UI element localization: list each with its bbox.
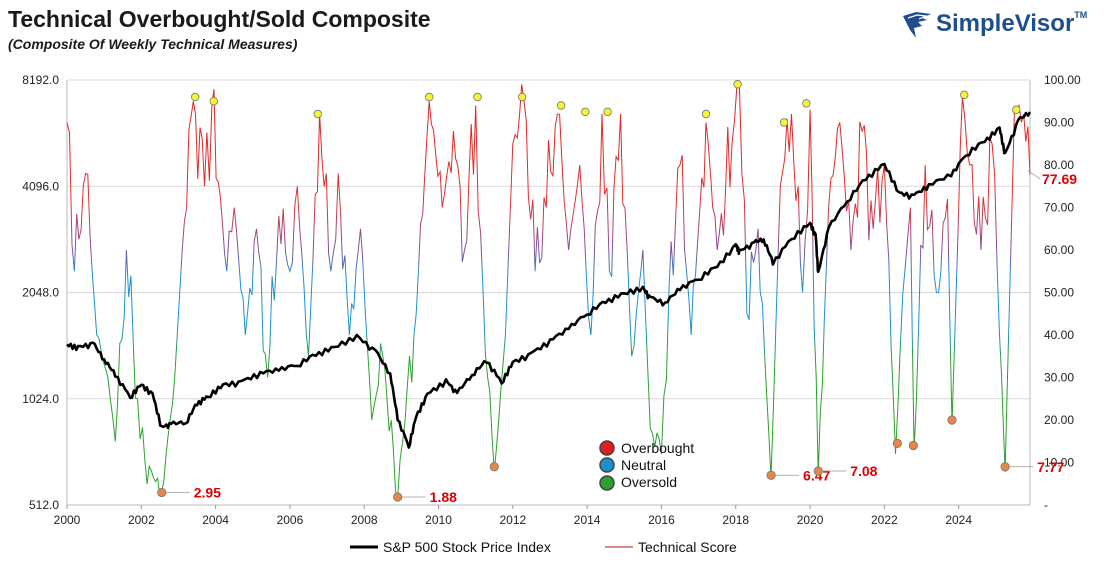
left-tick-label: 8192.0 bbox=[22, 73, 59, 87]
brand-name: SimpleVisorTM bbox=[936, 10, 1088, 37]
right-tick-label: 40.00 bbox=[1044, 328, 1074, 342]
series-legend: S&P 500 Stock Price Index Technical Scor… bbox=[350, 539, 737, 555]
x-tick-label: 2002 bbox=[128, 513, 155, 527]
overbought-peak-marker bbox=[802, 99, 811, 108]
legend-overbought-marker bbox=[599, 440, 615, 456]
legend-neutral-label: Neutral bbox=[621, 457, 666, 473]
x-tick-label: 2016 bbox=[648, 513, 675, 527]
overbought-peak-marker bbox=[556, 101, 566, 110]
right-tick-label: 100.00 bbox=[1044, 73, 1081, 87]
right-tick-label: 50.00 bbox=[1044, 286, 1074, 300]
oversold-trough-marker bbox=[908, 440, 918, 451]
x-tick-label: 2014 bbox=[574, 513, 601, 527]
overbought-peak-marker bbox=[960, 90, 969, 100]
x-tick-label: 2010 bbox=[425, 513, 452, 527]
technical-score-line bbox=[66, 82, 1031, 498]
left-tick-label: 2048.0 bbox=[22, 286, 59, 300]
overbought-peak-marker bbox=[190, 92, 200, 102]
left-tick-label: 1024.0 bbox=[22, 392, 59, 406]
overbought-peak-marker bbox=[701, 109, 711, 119]
right-tick-label: 60.00 bbox=[1044, 243, 1074, 257]
sp500-price-line bbox=[66, 111, 1032, 449]
x-tick-label: 2008 bbox=[351, 513, 378, 527]
x-tick-label: 2020 bbox=[797, 513, 824, 527]
overbought-peak-marker bbox=[425, 92, 434, 102]
legend-score-label: Technical Score bbox=[638, 539, 737, 555]
right-tick-label: 80.00 bbox=[1044, 158, 1074, 172]
brand-logo: SimpleVisorTM bbox=[900, 8, 1100, 44]
x-tick-label: 2006 bbox=[277, 513, 304, 527]
overbought-peak-marker bbox=[581, 107, 590, 117]
x-tick-label: 2000 bbox=[54, 513, 81, 527]
oversold-trough-marker bbox=[489, 462, 499, 472]
gridlines bbox=[67, 79, 1030, 400]
eagle-icon bbox=[903, 12, 931, 38]
chart-subtitle: (Composite Of Weekly Technical Measures) bbox=[8, 36, 298, 52]
overbought-peak-marker bbox=[209, 97, 218, 106]
overbought-peak-marker bbox=[313, 109, 322, 119]
oversold-trough-marker bbox=[813, 466, 823, 476]
trough-value-label: 2.95 bbox=[194, 484, 221, 500]
overbought-peak-marker bbox=[473, 92, 482, 102]
trough-value-label: 7.77 bbox=[1037, 459, 1064, 475]
right-tick-label: 90.00 bbox=[1044, 116, 1074, 130]
x-tick-label: 2004 bbox=[202, 513, 229, 527]
left-tick-label: 512.0 bbox=[29, 498, 59, 512]
oversold-trough-marker bbox=[393, 492, 403, 502]
oversold-trough-marker bbox=[892, 438, 902, 448]
overbought-peak-marker bbox=[733, 80, 742, 89]
left-tick-label: 4096.0 bbox=[22, 179, 59, 193]
overbought-peak-marker bbox=[603, 107, 612, 117]
legend-oversold-label: Oversold bbox=[621, 474, 677, 490]
legend-overbought-label: Overbought bbox=[621, 440, 694, 456]
x-tick-label: 2024 bbox=[945, 513, 972, 527]
right-tick-label: 20.00 bbox=[1044, 413, 1074, 427]
x-tick-label: 2018 bbox=[722, 513, 749, 527]
last-value-label: 77.69 bbox=[1042, 171, 1077, 187]
oversold-trough-marker bbox=[157, 487, 167, 498]
oversold-trough-marker bbox=[766, 470, 776, 480]
chart-title: Technical Overbought/Sold Composite bbox=[8, 6, 431, 32]
legend-neutral-marker bbox=[599, 457, 615, 473]
trough-value-label: 7.08 bbox=[850, 463, 877, 479]
overbought-peak-marker bbox=[517, 92, 527, 102]
right-tick-label: 70.00 bbox=[1044, 201, 1074, 215]
oversold-trough-marker bbox=[947, 415, 957, 425]
overbought-peak-marker bbox=[1012, 105, 1021, 114]
right-tick-label: 10.00 bbox=[1044, 456, 1074, 470]
legend-price-label: S&P 500 Stock Price Index bbox=[383, 539, 551, 555]
right-tick-label: 30.00 bbox=[1044, 371, 1074, 385]
x-tick-label: 2012 bbox=[499, 513, 526, 527]
annotation-leader bbox=[1027, 170, 1041, 180]
legend-oversold-marker bbox=[599, 475, 615, 491]
x-tick-label: 2022 bbox=[871, 513, 898, 527]
trough-value-label: 1.88 bbox=[430, 489, 457, 505]
overbought-peak-marker bbox=[779, 118, 789, 127]
oversold-trough-marker bbox=[1000, 462, 1010, 472]
group-legend: Overbought Neutral Oversold bbox=[599, 440, 694, 491]
right-tick-label: - bbox=[1044, 498, 1048, 512]
